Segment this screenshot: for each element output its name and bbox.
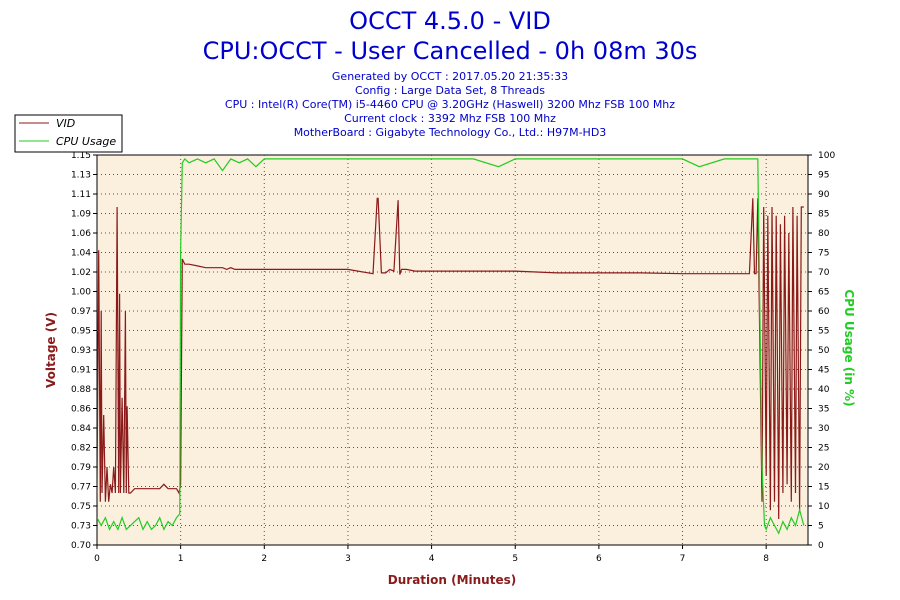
y-right-tick-label: 15	[818, 483, 829, 493]
y-axis-right-label: CPU Usage (in %)	[842, 289, 856, 406]
x-tick-label: 0	[94, 554, 100, 564]
chart-subtitle: CPU:OCCT - User Cancelled - 0h 08m 30s	[203, 37, 698, 65]
series-line-cpu-usage	[97, 157, 805, 535]
y-right-tick-label: 75	[818, 249, 829, 259]
legend-label-cpu: CPU Usage	[56, 135, 116, 148]
y-left-tick-label: 1.13	[71, 171, 91, 181]
x-tick-label: 4	[429, 554, 435, 564]
y-left-tick-label: 0.75	[71, 502, 91, 512]
y-right-tick-label: 100	[818, 151, 835, 161]
x-tick-label: 8	[763, 554, 769, 564]
y-right-tick-label: 0	[818, 541, 824, 551]
y-right-tick-label: 10	[818, 502, 830, 512]
axes: 0.70 0.73 0.75 0.77 0.79 0.82 0.84 0.86 0.88 0.91…	[71, 151, 835, 564]
x-tick-label: 3	[345, 554, 351, 564]
x-axis-label: Duration (Minutes)	[388, 573, 516, 587]
y-right-tick-label: 60	[818, 307, 830, 317]
y-left-tick-label: 1.02	[71, 268, 91, 278]
y-left-tick-label: 0.91	[71, 366, 91, 376]
y-left-tick-label: 0.73	[71, 522, 91, 532]
x-tick-label: 7	[680, 554, 686, 564]
info-lines: Generated by OCCT : 2017.05.20 21:35:33C…	[225, 70, 675, 139]
series-line-vid	[97, 197, 804, 520]
chart-title: OCCT 4.5.0 - VID	[349, 7, 551, 35]
y-left-tick-label: 0.86	[71, 405, 91, 415]
y-right-tick-label: 80	[818, 229, 830, 239]
y-left-tick-label: 1.04	[71, 249, 91, 259]
y-left-tick-label: 0.84	[71, 424, 91, 434]
y-left-tick-label: 1.15	[71, 151, 91, 161]
y-left-tick-label: 0.70	[71, 541, 91, 551]
y-right-tick-label: 90	[818, 190, 830, 200]
y-right-tick-label: 95	[818, 171, 829, 181]
y-left-tick-label: 1.00	[71, 288, 91, 298]
x-tick-label: 2	[261, 554, 267, 564]
info-line: Config : Large Data Set, 8 Threads	[355, 84, 545, 97]
y-right-tick-label: 45	[818, 366, 829, 376]
legend-label-vid: VID	[56, 117, 75, 130]
y-left-tick-label: 0.97	[71, 307, 91, 317]
y-right-tick-label: 55	[818, 327, 829, 337]
y-right-tick-label: 20	[818, 463, 830, 473]
y-left-tick-label: 1.11	[71, 190, 91, 200]
info-line: Generated by OCCT : 2017.05.20 21:35:33	[332, 70, 568, 83]
y-left-tick-label: 1.06	[71, 229, 91, 239]
x-tick-label: 5	[512, 554, 518, 564]
y-right-tick-label: 25	[818, 444, 829, 454]
y-left-tick-label: 0.88	[71, 385, 91, 395]
y-right-tick-label: 5	[818, 522, 824, 532]
legend: VID CPU Usage	[14, 114, 123, 153]
y-right-tick-label: 50	[818, 346, 830, 356]
y-right-tick-label: 70	[818, 268, 830, 278]
y-left-tick-label: 0.77	[71, 483, 91, 493]
legend-box	[14, 114, 123, 153]
y-right-tick-label: 35	[818, 405, 829, 415]
y-left-tick-label: 0.95	[71, 327, 91, 337]
x-tick-label: 1	[178, 554, 184, 564]
y-left-tick-label: 0.93	[71, 346, 91, 356]
y-right-tick-label: 85	[818, 210, 829, 220]
y-right-tick-label: 40	[818, 385, 830, 395]
info-line: CPU : Intel(R) Core(TM) i5-4460 CPU @ 3.…	[225, 98, 675, 111]
y-left-tick-label: 0.82	[71, 444, 91, 454]
y-left-tick-label: 1.09	[71, 210, 91, 220]
info-line: MotherBoard : Gigabyte Technology Co., L…	[294, 126, 607, 139]
x-tick-label: 6	[596, 554, 602, 564]
info-line: Current clock : 3392 Mhz FSB 100 Mhz	[344, 112, 556, 125]
y-axis-left-label: Voltage (V)	[44, 312, 58, 388]
y-right-tick-label: 65	[818, 288, 829, 298]
series-layer	[97, 157, 805, 535]
y-left-tick-label: 0.79	[71, 463, 91, 473]
y-right-tick-label: 30	[818, 424, 830, 434]
